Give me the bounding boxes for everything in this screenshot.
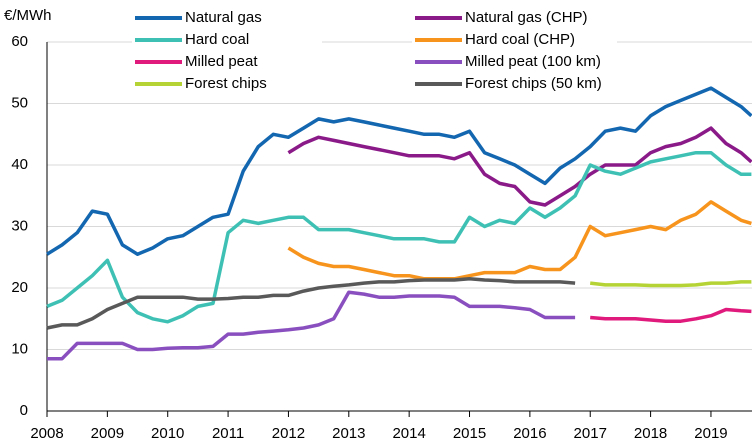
legend-bg [132,8,322,30]
series-line [589,280,752,288]
x-tick-label: 2012 [272,425,305,442]
x-tick-label: 2015 [453,425,486,442]
legend-bg [412,30,617,52]
x-tick-label: 2019 [694,425,727,442]
y-axis-label: €/MWh [4,7,52,24]
x-tick-label: 2008 [30,425,63,442]
series-line [47,290,576,361]
y-tick-label: 20 [11,279,28,296]
legend-label: Milled peat (100 km) [465,53,601,70]
x-tick-label: 2017 [574,425,607,442]
legend-label: Forest chips (50 km) [465,75,602,92]
legend-label: Natural gas [185,9,262,26]
y-tick-label: 10 [11,340,28,357]
legend-label: Milled peat [185,53,258,70]
series-line [287,200,752,281]
series-line [46,150,752,324]
series-line [46,277,576,330]
x-tick-label: 2009 [91,425,124,442]
y-tick-label: 30 [11,217,28,234]
y-tick-label: 50 [11,94,28,111]
legend-label: Natural gas (CHP) [465,9,588,26]
legend-bg [412,74,617,96]
series-line [590,307,752,323]
x-tick-label: 2014 [392,425,425,442]
legend-bg [132,74,322,96]
x-tick-label: 2011 [212,425,244,442]
series-line [287,126,752,207]
x-tick-label: 2016 [513,425,546,442]
legend-label: Hard coal (CHP) [465,31,575,48]
legend-bg [412,8,617,30]
legend-bg [132,30,322,52]
y-tick-label: 0 [20,402,28,419]
legend-bg [132,52,322,74]
y-tick-label: 40 [11,156,28,173]
y-tick-label: 60 [11,33,28,50]
x-tick-label: 2010 [151,425,184,442]
legend-label: Forest chips [185,75,267,92]
legend-label: Hard coal [185,31,249,48]
x-tick-label: 2013 [332,425,365,442]
series-line [46,86,752,256]
legend-bg [412,52,617,74]
x-tick-label: 2018 [634,425,667,442]
